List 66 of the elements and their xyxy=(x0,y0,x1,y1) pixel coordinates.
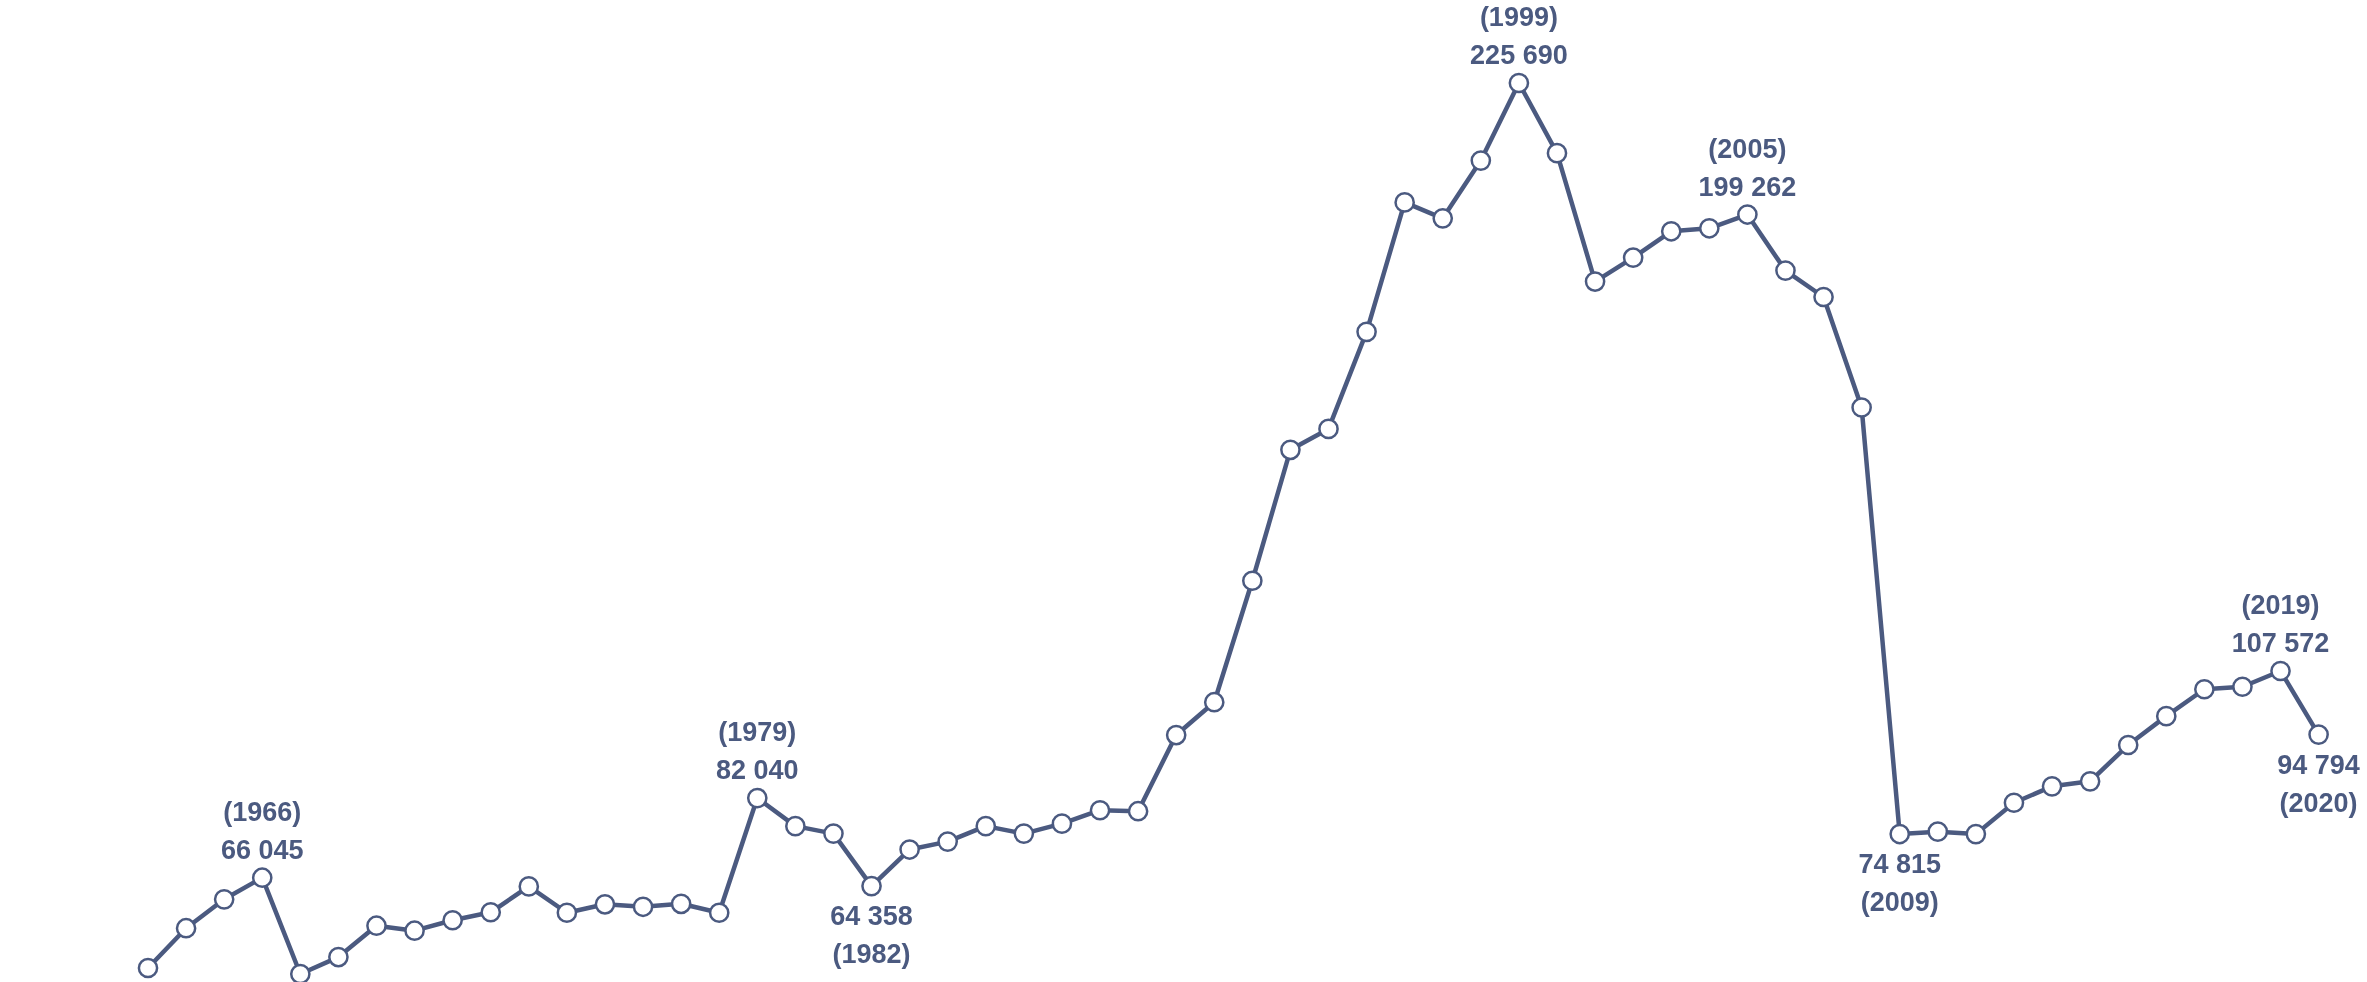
point xyxy=(480,901,502,923)
point xyxy=(2232,676,2253,698)
point xyxy=(442,909,463,931)
point xyxy=(823,823,844,844)
point xyxy=(2308,724,2329,745)
point xyxy=(861,875,882,897)
point xyxy=(594,893,616,915)
point xyxy=(1851,397,1872,418)
data-label: (1966) 66 045 xyxy=(220,796,304,865)
point xyxy=(137,957,159,979)
point xyxy=(289,963,311,982)
point xyxy=(2079,771,2101,792)
point xyxy=(2041,776,2063,797)
point xyxy=(670,893,692,915)
data-label: 94 794 (2020) xyxy=(2277,749,2360,818)
data-label: 64 358 (1982) xyxy=(830,901,913,970)
point xyxy=(1432,208,1454,229)
data-label: (2019) 107 572 xyxy=(2231,590,2330,659)
point xyxy=(1089,799,1111,821)
point xyxy=(1013,823,1035,844)
point xyxy=(708,902,730,924)
point xyxy=(1280,439,1301,461)
point xyxy=(251,867,273,889)
point xyxy=(1813,286,1834,308)
point xyxy=(1927,821,1949,842)
point xyxy=(1165,724,1187,746)
point xyxy=(785,815,806,837)
point xyxy=(1241,570,1263,592)
point xyxy=(1737,204,1758,225)
data-label: (1999) 225 690 xyxy=(1470,2,1568,71)
point xyxy=(1698,217,1720,239)
point xyxy=(1546,142,1568,164)
data-label: 74 815 (2009) xyxy=(1858,849,1942,918)
point xyxy=(518,876,540,897)
point xyxy=(1622,247,1644,268)
point xyxy=(1584,271,1606,292)
point xyxy=(1660,220,1682,242)
point xyxy=(2003,792,2025,814)
point xyxy=(1775,260,1796,281)
point xyxy=(632,896,654,918)
point xyxy=(746,787,768,809)
point xyxy=(175,917,197,939)
point xyxy=(1356,321,1377,343)
point xyxy=(1203,691,1225,713)
point xyxy=(556,902,578,924)
point xyxy=(2117,734,2139,756)
point xyxy=(975,815,997,837)
point xyxy=(1470,150,1492,171)
point xyxy=(1889,823,1911,845)
point xyxy=(1127,800,1149,822)
point xyxy=(404,920,425,942)
point xyxy=(2155,705,2177,727)
point xyxy=(1318,418,1339,440)
point xyxy=(1394,192,1416,213)
point xyxy=(1508,72,1530,94)
point xyxy=(899,839,920,860)
point xyxy=(213,889,235,910)
point xyxy=(1051,813,1073,834)
data-label: (1979) 82 040 xyxy=(715,717,799,786)
data-label: (2005) 199 262 xyxy=(1698,133,1797,202)
point xyxy=(2270,660,2291,682)
point xyxy=(1965,823,1987,845)
point xyxy=(366,915,387,937)
point xyxy=(937,831,959,852)
point xyxy=(2194,678,2215,700)
point xyxy=(328,946,349,968)
